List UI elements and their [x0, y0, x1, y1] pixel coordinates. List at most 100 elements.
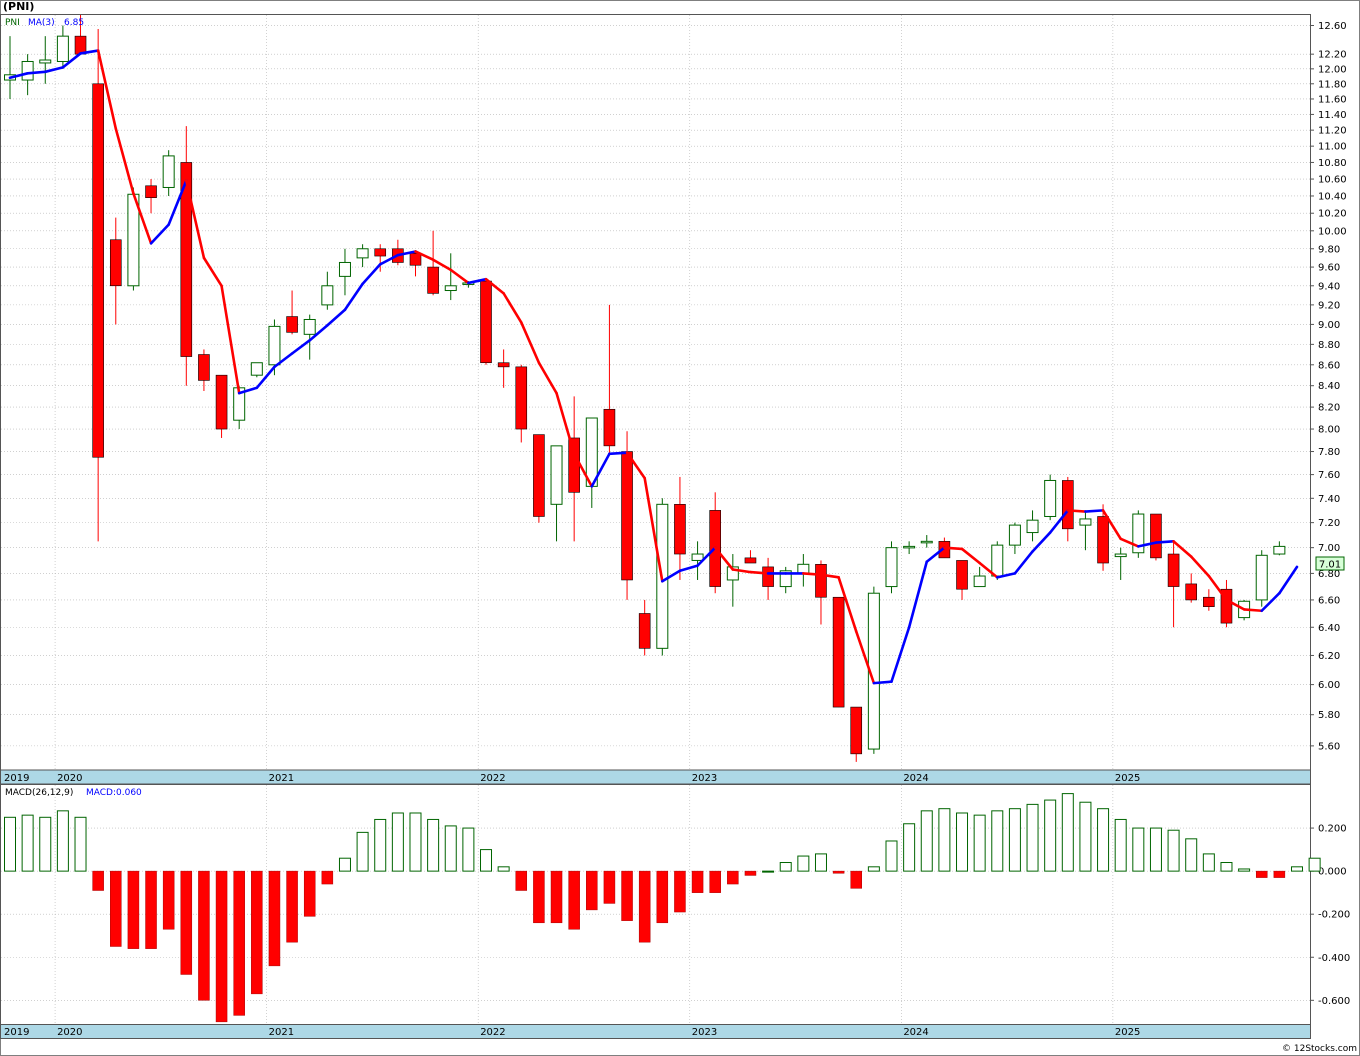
macd-bar — [1026, 803, 1039, 872]
candle — [885, 541, 898, 594]
candle-body — [938, 541, 951, 559]
last-price-badge: 7.01 — [1315, 556, 1345, 571]
candle-body — [515, 366, 528, 430]
candle-body — [444, 285, 457, 292]
ma-segment — [978, 561, 999, 579]
price-tick-label: 9.00 — [1318, 320, 1340, 331]
macd-bar — [145, 870, 157, 949]
candle-body — [21, 60, 34, 81]
ma-segment — [802, 572, 823, 577]
macd-bar — [797, 855, 810, 872]
candle-body — [1008, 524, 1021, 546]
price-tick-label: 8.20 — [1318, 403, 1340, 414]
ma-segment — [361, 263, 382, 286]
candle-body — [603, 408, 616, 447]
price-tick-label: 7.20 — [1318, 518, 1340, 529]
macd-bar — [638, 870, 651, 943]
candle — [603, 304, 616, 454]
candle-body — [568, 437, 580, 493]
candle-body — [145, 185, 157, 198]
candle — [779, 566, 792, 594]
macd-bar — [286, 870, 298, 943]
macd-pane: 0.200 0.000 -0.200 -0.400 -0.600 2019 2020 202… — [0, 784, 1350, 1039]
ma-segment — [661, 569, 682, 583]
price-year-label: 2022 — [480, 773, 505, 784]
price-tick-label: 11.20 — [1318, 126, 1347, 137]
ma-segment — [1137, 541, 1158, 548]
macd-legend-label: MACD(26,12,9) — [5, 788, 73, 798]
candle — [515, 364, 528, 443]
macd-bar — [497, 866, 510, 872]
candle-body — [1220, 588, 1233, 624]
candle — [1255, 550, 1268, 607]
macd-bar — [303, 870, 316, 917]
ma-segment — [1189, 555, 1211, 578]
ma-segment — [449, 268, 470, 285]
price-tick-label: 11.80 — [1318, 79, 1347, 90]
price-tick-label: 5.60 — [1318, 741, 1340, 752]
candle — [1114, 547, 1127, 580]
macd-bar — [1132, 827, 1145, 872]
macd-bar — [744, 870, 757, 876]
candle — [286, 290, 298, 335]
macd-bar — [1114, 818, 1127, 872]
candle — [691, 541, 704, 580]
candle-body — [497, 362, 510, 368]
macd-bar — [938, 808, 951, 872]
macd-bar — [251, 870, 263, 995]
candle-body — [638, 613, 651, 649]
ma-segment — [572, 452, 594, 488]
candles-group — [4, 15, 1286, 762]
candle — [356, 244, 369, 268]
macd-year-label: 2025 — [1115, 1027, 1140, 1038]
ma-segment — [960, 547, 981, 565]
candle — [674, 476, 686, 580]
candle-body — [1203, 596, 1215, 607]
candle-body — [409, 253, 422, 266]
ma-segment — [61, 52, 82, 69]
candle-body — [1044, 479, 1057, 517]
ma-segment — [943, 546, 964, 551]
macd-bar — [444, 825, 457, 872]
macd-tick-label: 0.000 — [1318, 867, 1347, 878]
ma-segment — [1225, 598, 1246, 611]
macd-bar — [903, 823, 916, 872]
candle-body — [1097, 516, 1109, 564]
candle-body — [744, 557, 757, 564]
watermark-text: © 12Stocks.com — [1282, 1044, 1357, 1054]
candle-body — [867, 592, 880, 750]
candle-body — [356, 248, 369, 259]
ma-segment — [625, 451, 646, 480]
candle — [1220, 579, 1233, 628]
price-pane: 5.60 5.80 6.00 6.20 6.40 6.60 6.80 7.00 7.20 7.40… — [0, 14, 1347, 785]
candle-body — [92, 83, 104, 458]
candle — [109, 217, 122, 325]
macd-bar — [1308, 857, 1321, 872]
price-tick-label: 7.00 — [1318, 543, 1340, 554]
macd-bar — [762, 870, 775, 873]
ma-segment — [907, 560, 929, 629]
candle — [1026, 510, 1039, 542]
macd-bar — [1097, 808, 1110, 872]
price-tick-label: 9.20 — [1318, 300, 1340, 311]
ma-segment — [396, 250, 417, 257]
ma-segment — [414, 250, 435, 262]
candle-body — [779, 570, 792, 588]
ma-segment — [590, 452, 611, 488]
candle — [1097, 504, 1109, 571]
candle-body — [1273, 545, 1286, 555]
macd-bar — [586, 870, 598, 911]
candle — [1185, 573, 1198, 603]
candle — [850, 706, 863, 762]
price-tick-label: 8.60 — [1318, 360, 1340, 371]
price-tick-label: 7.80 — [1318, 447, 1340, 458]
macd-bar — [1238, 868, 1251, 872]
candle-body — [74, 35, 87, 55]
macd-year-labels: 2019 2020 2021 2022 2023 2024 2025 — [4, 1027, 1140, 1038]
macd-x-axis-band — [0, 1024, 1311, 1039]
candle-body — [956, 560, 968, 590]
macd-bar — [991, 810, 1004, 872]
ma-segment — [431, 258, 453, 272]
macd-bar — [39, 816, 52, 872]
ma-segment — [43, 66, 65, 74]
